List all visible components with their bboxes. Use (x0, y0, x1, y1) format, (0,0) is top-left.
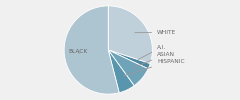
Text: ASIAN: ASIAN (133, 52, 175, 68)
Text: A.I.: A.I. (138, 45, 166, 60)
Text: WHITE: WHITE (135, 30, 176, 35)
Wedge shape (108, 6, 152, 64)
Wedge shape (108, 50, 134, 93)
Text: BLACK: BLACK (69, 49, 88, 54)
Wedge shape (64, 6, 119, 94)
Wedge shape (108, 50, 148, 86)
Text: HISPANIC: HISPANIC (123, 59, 185, 76)
Wedge shape (108, 50, 150, 69)
